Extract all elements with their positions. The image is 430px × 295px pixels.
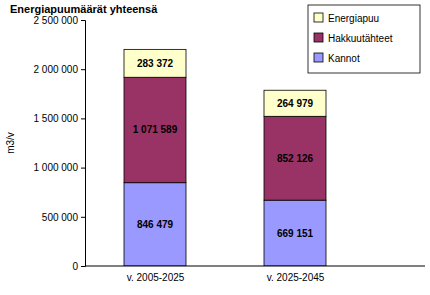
y-tick-mark (81, 266, 85, 267)
y-tick: 1 500 000 (34, 113, 86, 124)
legend-label: Hakkuutähteet (328, 33, 393, 44)
data-label: 264 979 (277, 98, 314, 109)
bar-segment (124, 77, 186, 182)
x-axis-line (85, 266, 425, 267)
legend-box (308, 5, 420, 73)
y-axis: 0 500 000 1 000 000 1 500 000 2 000 000 2 500… (34, 15, 86, 272)
y-tick-label: 2 500 000 (34, 15, 79, 26)
title: Energiapuumäärät yhteensä (10, 3, 158, 15)
legend-swatch (314, 53, 323, 62)
y-tick-mark (81, 217, 85, 218)
bar-segment (264, 90, 326, 116)
data-label: 283 372 (137, 58, 174, 69)
y-tick-label: 2 000 000 (34, 64, 79, 75)
bar-segment (124, 49, 186, 77)
bar-segment (264, 116, 326, 200)
legend-label: Energiapuu (328, 13, 379, 24)
data-label: 852 126 (277, 153, 314, 164)
y-tick-mark (81, 20, 85, 21)
y-tick: 500 000 (42, 212, 85, 223)
legend: Energiapuu Hakkuutähteet Kannot (308, 5, 420, 73)
y-axis-line (81, 21, 86, 267)
y-tick: 2 500 000 (34, 15, 86, 26)
y-tick-label: 0 (72, 261, 78, 272)
legend-label: Kannot (328, 53, 360, 64)
chart: Energiapuumäärät yhteensä m3/v 0 500 000 1 0… (0, 0, 430, 295)
data-labels: 846 479 669 151 1 071 589 852 126 283 372 264… (133, 58, 314, 239)
data-label: 669 151 (277, 228, 314, 239)
x-tick-label: v. 2005-2025 (127, 272, 185, 283)
bars (124, 49, 326, 266)
y-tick: 1 000 000 (34, 162, 86, 173)
y-tick-label: 1 500 000 (34, 113, 79, 124)
y-tick-label: 1 000 000 (34, 162, 79, 173)
y-axis-title: m3/v (5, 132, 16, 154)
data-label: 1 071 589 (133, 124, 178, 135)
y-tick: 2 000 000 (34, 64, 86, 75)
y-tick-mark (81, 69, 85, 70)
x-tick: v. 2025-2045 (267, 266, 325, 283)
x-tick-label: v. 2025-2045 (267, 272, 325, 283)
x-axis: v. 2005-2025 v. 2025-2045 (85, 266, 425, 283)
bar-segment (124, 183, 186, 266)
legend-swatch (314, 33, 323, 42)
legend-swatch (314, 13, 323, 22)
y-tick-mark (81, 118, 85, 119)
bar-segment (264, 200, 326, 266)
y-tick-label: 500 000 (42, 212, 79, 223)
y-tick-mark (81, 168, 85, 169)
x-tick: v. 2005-2025 (127, 266, 185, 283)
y-tick: 0 (72, 261, 85, 272)
data-label: 846 479 (137, 219, 174, 230)
